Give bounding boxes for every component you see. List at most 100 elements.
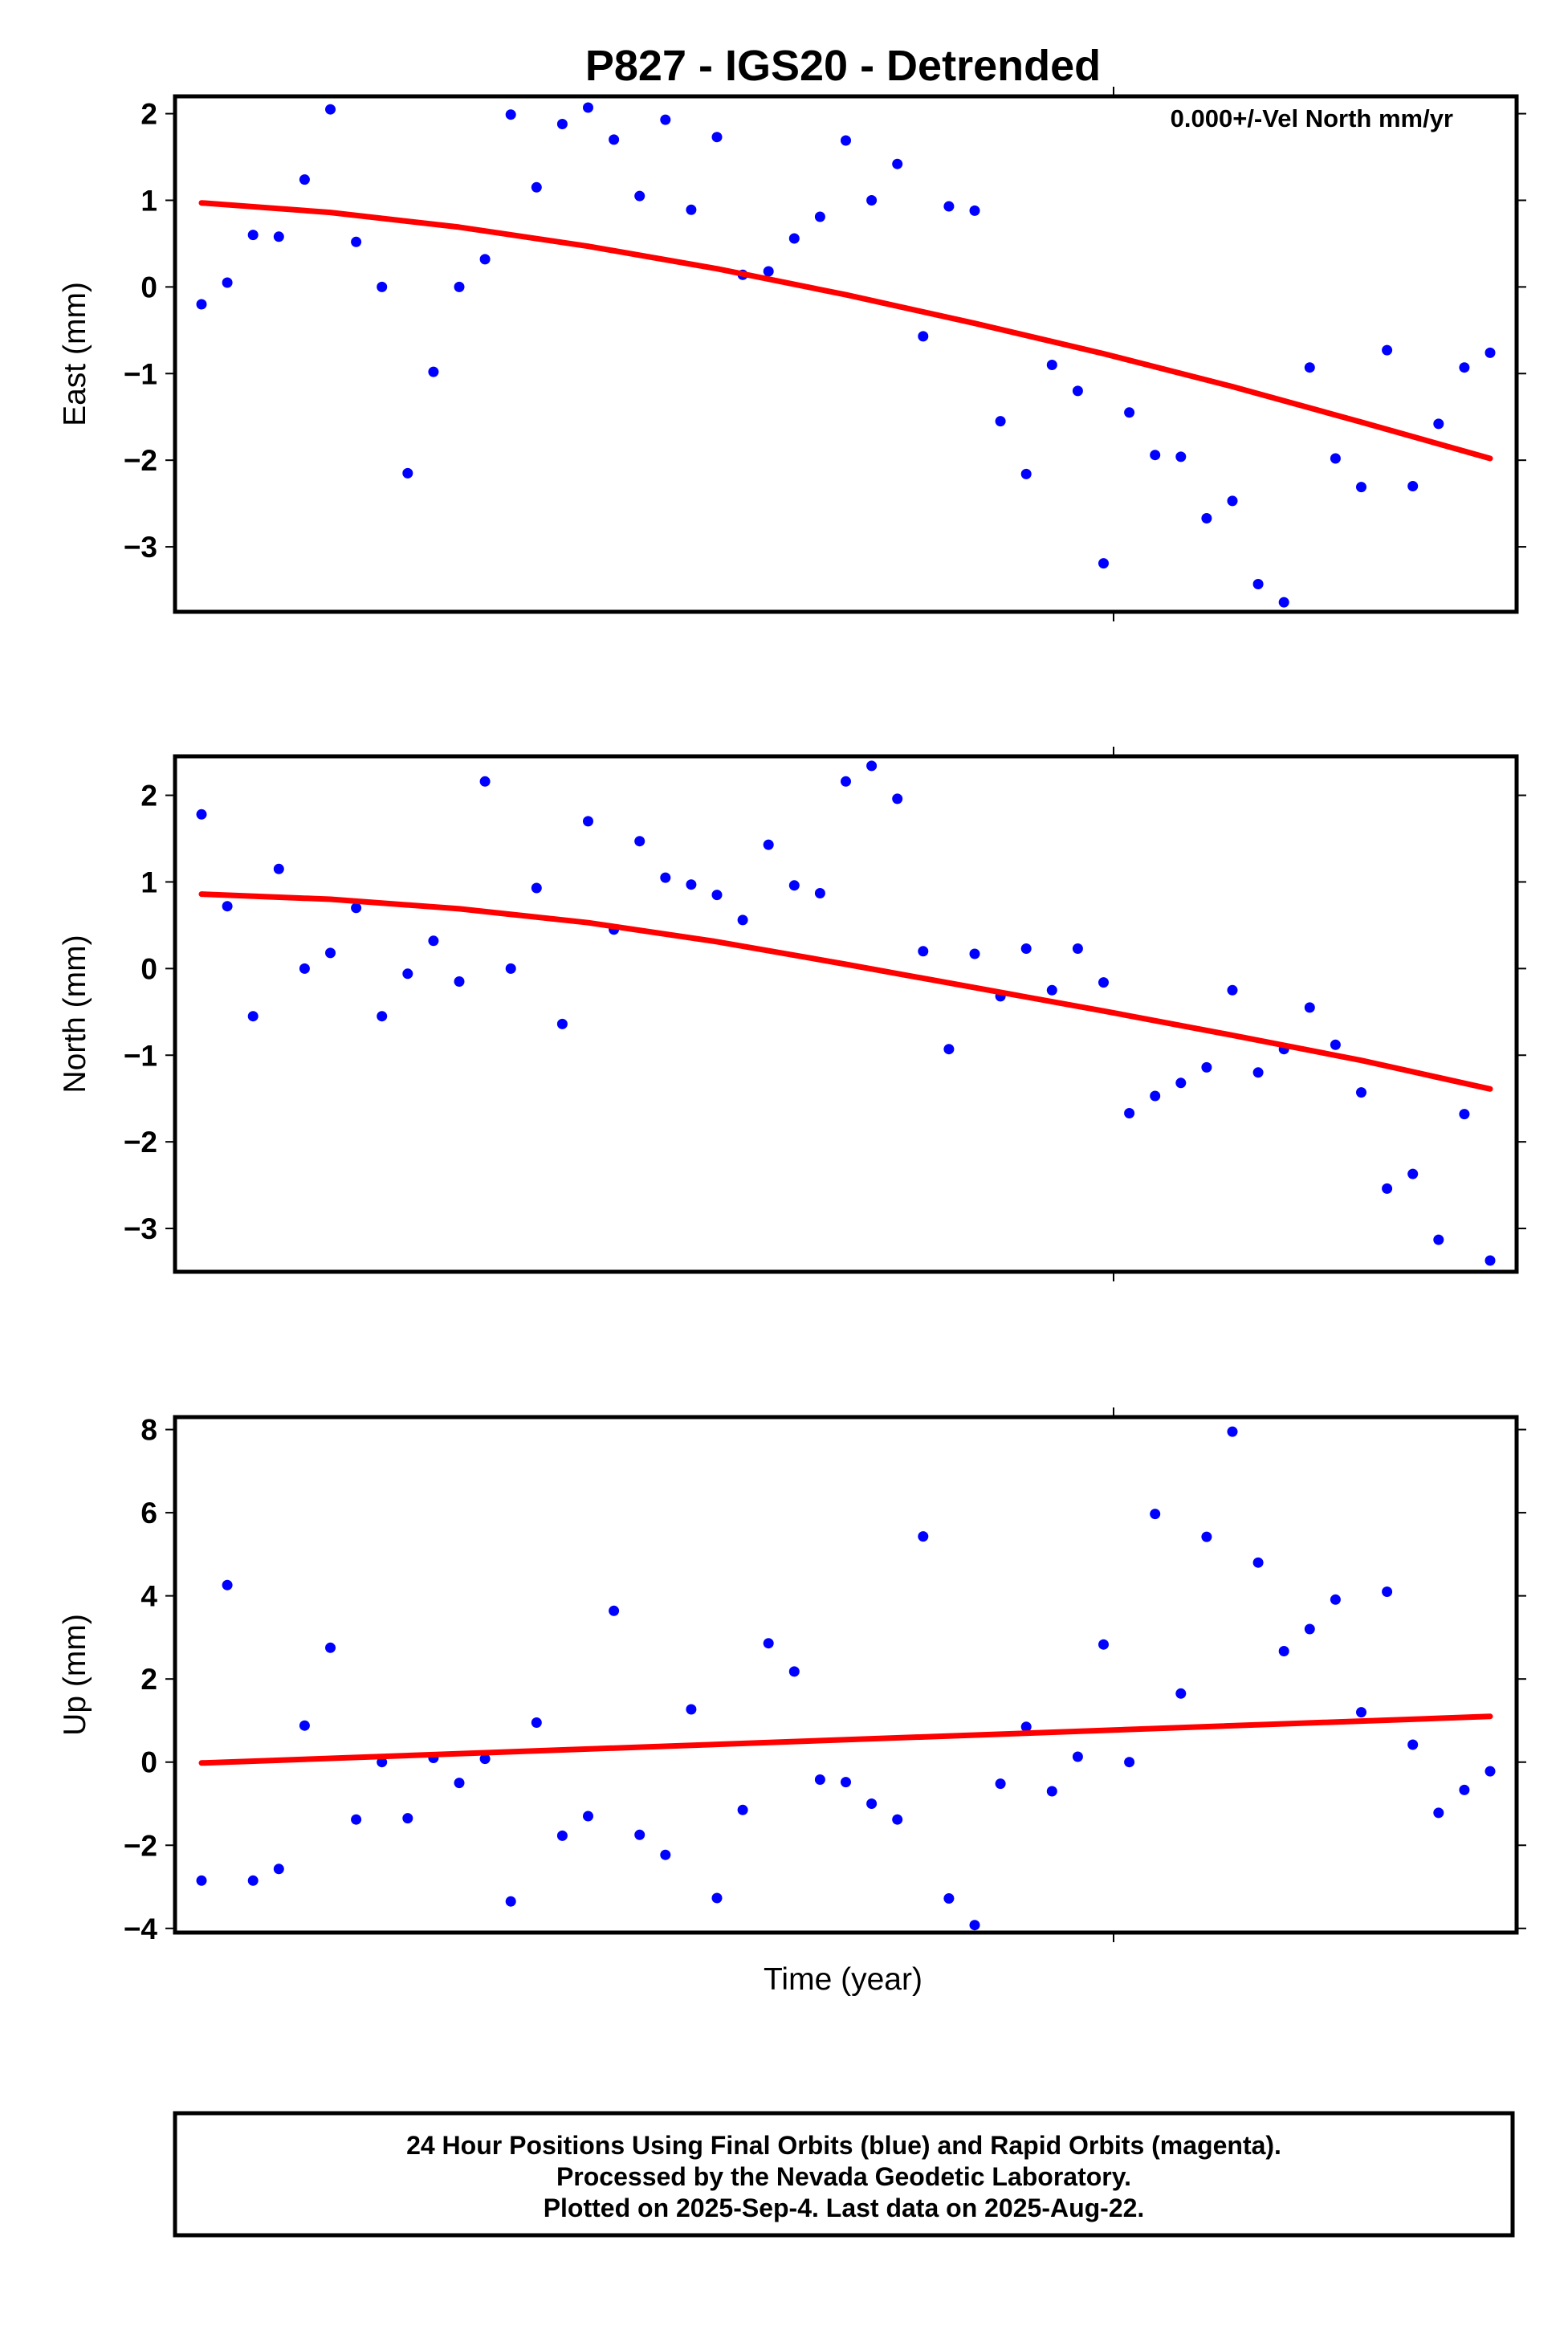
north-data-point (1020, 943, 1032, 954)
east-ytick-label: 2 (141, 98, 157, 131)
north-data-point (1150, 1090, 1161, 1102)
up-data-point (222, 1579, 233, 1591)
east-data-point (1278, 597, 1289, 608)
north-data-point (1072, 943, 1083, 954)
north-trend-line (198, 891, 1493, 1092)
up-data-point (505, 1896, 516, 1907)
north-data-point (660, 872, 671, 883)
up-data-point (634, 1829, 646, 1840)
north-data-point (841, 776, 851, 787)
up-data-point (583, 1811, 593, 1822)
up-data-point (892, 1814, 903, 1825)
north-data-point (943, 1044, 955, 1055)
north-data-point (918, 946, 929, 957)
up-data-point (969, 1920, 980, 1931)
north-data-point (556, 1018, 568, 1029)
east-data-point (1150, 450, 1161, 461)
up-data-point (686, 1704, 697, 1715)
north-data-point (1304, 1002, 1315, 1013)
east-data-point (325, 104, 336, 115)
east-data-point (1227, 495, 1238, 507)
north-data-point (1485, 1255, 1496, 1266)
up-data-point (1252, 1557, 1264, 1568)
east-data-point (351, 236, 362, 247)
north-data-point (1382, 1183, 1393, 1194)
north-data-point (196, 809, 207, 820)
up-data-point (196, 1875, 207, 1886)
east-data-point (479, 254, 491, 265)
east-ytick-label: −3 (124, 531, 157, 564)
north-data-point (1124, 1108, 1135, 1118)
east-data-point (711, 132, 723, 143)
up-data-point (454, 1778, 465, 1789)
north-data-point (479, 776, 491, 787)
east-data-point (299, 174, 310, 185)
north-data-point (454, 976, 465, 987)
east-ytick-label: 0 (141, 271, 157, 303)
up-data-point (402, 1813, 413, 1824)
north-data-point (1330, 1039, 1341, 1050)
north-data-point (351, 902, 362, 914)
east-data-point (1407, 481, 1419, 491)
up-data-point (1459, 1784, 1470, 1795)
up-data-point (1382, 1587, 1393, 1597)
up-data-point (377, 1757, 388, 1768)
east-data-point (892, 158, 903, 169)
up-data-point (943, 1893, 955, 1904)
up-data-point (247, 1875, 259, 1886)
up-data-point (1227, 1426, 1238, 1437)
up-data-point (273, 1864, 284, 1875)
east-data-point (1175, 451, 1187, 462)
east-data-point (634, 190, 646, 202)
east-data-point (531, 181, 542, 193)
panel-north: −3 −2 −1 0 1 2 North (mm) (58, 747, 1526, 1281)
east-data-point (1356, 482, 1366, 493)
up-data-point (1356, 1707, 1366, 1718)
north-ytick-label: 2 (141, 780, 157, 813)
east-data-point (454, 281, 465, 292)
north-data-point (299, 963, 310, 974)
footer-line-1: 24 Hour Positions Using Final Orbits (bl… (406, 2131, 1281, 2160)
up-ytick-label: −4 (124, 1912, 158, 1945)
north-data-point (814, 888, 825, 898)
east-data-point (377, 281, 388, 292)
east-data-point (763, 266, 774, 277)
up-ytick-label: 6 (141, 1497, 157, 1530)
up-data-point (1072, 1751, 1083, 1762)
north-data-point (866, 760, 878, 772)
east-data-point (273, 231, 284, 242)
east-data-point (1382, 344, 1393, 356)
up-data-point (660, 1849, 671, 1860)
north-data-point (325, 947, 336, 959)
east-data-point (1252, 579, 1264, 589)
north-data-point (634, 836, 646, 847)
north-data-point (1433, 1234, 1444, 1245)
east-data-point (583, 102, 593, 113)
up-data-point (609, 1605, 620, 1616)
footer-line-3: Plotted on 2025-Sep-4. Last data on 2025… (544, 2193, 1145, 2222)
up-ytick-label: 2 (141, 1663, 157, 1696)
up-data-point (531, 1717, 542, 1728)
north-data-point (1252, 1067, 1264, 1078)
east-data-point (1020, 468, 1032, 479)
east-data-point (1098, 558, 1109, 569)
east-data-point (247, 230, 259, 241)
up-y-axis-label: Up (mm) (58, 1614, 92, 1736)
up-data-point (866, 1798, 878, 1809)
east-data-point (969, 205, 980, 216)
panel-east: −3 −2 −1 0 1 2 East (mm) (58, 87, 1526, 621)
x-axis-label: Time (year) (764, 1962, 922, 1997)
up-frame (173, 1415, 1519, 1935)
north-data-point (583, 816, 593, 827)
east-data-point (556, 119, 568, 129)
east-data-point (1459, 362, 1470, 373)
north-data-point (763, 839, 774, 850)
north-ytick-label: −2 (124, 1126, 157, 1159)
east-data-point (660, 114, 671, 125)
up-data-point (556, 1830, 568, 1841)
east-frame (173, 94, 1519, 614)
north-data-point (222, 901, 233, 912)
panel-up: −4 −2 0 2 4 6 8 Up (mm) (58, 1407, 1526, 1945)
east-ytick-label: 1 (141, 184, 157, 217)
